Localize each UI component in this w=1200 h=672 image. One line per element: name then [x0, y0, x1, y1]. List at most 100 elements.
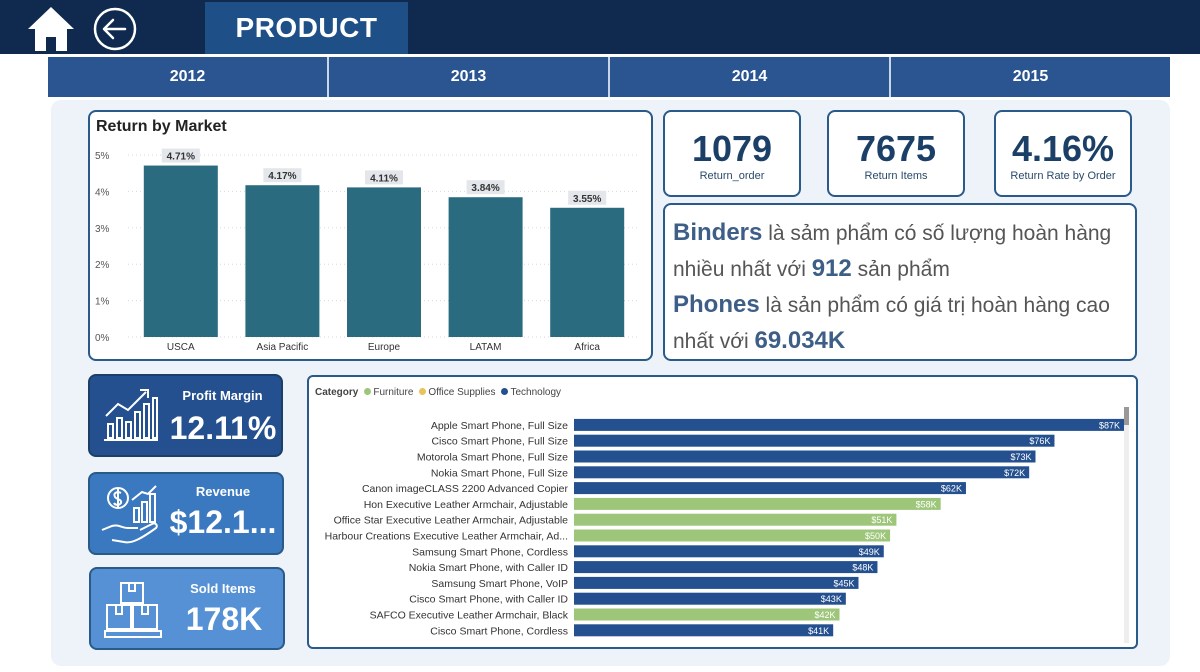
market-bar[interactable]	[245, 185, 320, 337]
bar-value-label: $73K	[1010, 452, 1031, 462]
page-title: PRODUCT	[205, 2, 408, 54]
product-label: Nokia Smart Phone, with Caller ID	[409, 562, 569, 574]
legend-furniture[interactable]: Furniture	[364, 387, 413, 398]
data-label-bg	[365, 170, 403, 185]
return-by-market-chart: 0% 1% 2% 3% 4% 5% 4.71% USCA 4.17% Asia Pacific 4.…	[95, 148, 638, 353]
product-bar[interactable]	[574, 545, 884, 558]
product-bar[interactable]	[574, 434, 1055, 447]
chart-scrollbar[interactable]	[1124, 407, 1129, 643]
product-label: Cisco Smart Phone, Cordless	[430, 625, 568, 637]
y-tick-label: 4%	[95, 187, 110, 198]
chart-scrollbar-thumb[interactable]	[1124, 407, 1129, 425]
y-tick-label: 0%	[95, 333, 110, 344]
x-tick-label: Europe	[368, 342, 401, 353]
product-bar[interactable]	[574, 466, 1030, 479]
kpi-label: Return_order	[699, 170, 765, 182]
back-arrow-icon[interactable]	[93, 7, 137, 51]
y-tick-label: 3%	[95, 224, 110, 235]
product-label: Office Star Executive Leather Armchair, …	[334, 515, 569, 527]
year-2013-button[interactable]: 2013	[329, 57, 610, 97]
data-label: 3.84%	[471, 183, 499, 194]
data-label: 4.11%	[370, 173, 398, 184]
bar-value-label: $49K	[859, 547, 880, 557]
year-slicer: 2012 2013 2014 2015	[48, 57, 1170, 97]
kpi-value: 7675	[855, 128, 937, 169]
data-label-bg	[466, 180, 505, 195]
bar-value-label: $45K	[833, 578, 854, 588]
product-label: Hon Executive Leather Armchair, Adjustab…	[364, 499, 568, 511]
insight-product-2: Phones	[673, 291, 760, 318]
chart-growth-icon	[102, 386, 160, 447]
x-tick-label: USCA	[167, 342, 195, 353]
sold-items-title: Sold Items	[190, 581, 256, 596]
return-rate-kpi: 4.16% Return Rate by Order	[994, 110, 1132, 197]
return-items-kpi: 7675 Return Items	[827, 110, 965, 197]
product-bar[interactable]	[574, 450, 1036, 463]
product-bar[interactable]	[574, 497, 941, 510]
bar-value-label: $42K	[814, 610, 835, 620]
sold-items-card: Sold Items 178K	[89, 567, 285, 650]
product-bar[interactable]	[574, 529, 891, 542]
legend-title: Category	[315, 387, 359, 398]
product-bar[interactable]	[574, 608, 840, 621]
kpi-label: Return Items	[864, 170, 928, 182]
bar-value-label: $41K	[808, 626, 829, 636]
market-bar[interactable]	[347, 187, 421, 337]
x-tick-label: Asia Pacific	[257, 342, 309, 353]
y-tick-label: 1%	[95, 297, 110, 308]
product-returns-chart-card: Category Furniture Office Supplies Techn…	[307, 375, 1138, 649]
product-bar[interactable]	[574, 576, 859, 589]
market-bar[interactable]	[550, 207, 625, 337]
insight-text-1: là sảm phẩm có số lượng hoàn hàng nhiều …	[673, 222, 1112, 281]
product-label: Motorola Smart Phone, Full Size	[417, 452, 568, 464]
data-label: 4.71%	[167, 152, 195, 163]
product-bar[interactable]	[574, 624, 834, 637]
data-label-bg	[568, 190, 607, 205]
data-label: 3.55%	[573, 194, 601, 205]
product-bar[interactable]	[574, 513, 897, 526]
product-label: Nokia Smart Phone, Full Size	[431, 467, 568, 479]
kpi-label: Return Rate by Order	[1010, 170, 1116, 182]
market-bar[interactable]	[448, 197, 523, 337]
profit-margin-title: Profit Margin	[182, 388, 263, 403]
home-icon[interactable]	[26, 5, 76, 53]
legend-technology[interactable]: Technology	[501, 387, 561, 398]
market-bar[interactable]	[143, 165, 218, 337]
chart-legend: Category Furniture Office Supplies Techn…	[315, 387, 561, 398]
insight-tail-1: sản phẩm	[851, 258, 950, 281]
insight-number-2: 69.034K	[754, 327, 846, 354]
bar-value-label: $62K	[941, 484, 962, 494]
kpi-value: 1079	[691, 128, 773, 169]
insight-product-1: Binders	[673, 219, 763, 246]
x-tick-label: LATAM	[470, 342, 502, 353]
year-2014-button[interactable]: 2014	[610, 57, 891, 97]
product-label: Cisco Smart Phone, with Caller ID	[409, 594, 568, 606]
product-bar[interactable]	[574, 418, 1124, 431]
product-label: Samsung Smart Phone, Cordless	[412, 546, 568, 558]
product-returns-chart: Apple Smart Phone, Full Size $87K Cisco Sm…	[325, 418, 1124, 637]
profit-margin-value: 12.11%	[169, 410, 277, 446]
revenue-card: Revenue $12.1...	[88, 472, 284, 555]
y-tick-label: 5%	[95, 151, 110, 162]
year-2015-button[interactable]: 2015	[891, 57, 1170, 97]
data-label: 4.17%	[268, 171, 296, 182]
product-bar[interactable]	[574, 482, 966, 495]
sold-items-value: 178K	[185, 601, 263, 637]
chart-title: Return by Market	[96, 118, 227, 135]
year-2012-button[interactable]: 2012	[48, 57, 329, 97]
bar-value-label: $48K	[852, 563, 873, 573]
revenue-value: $12.1...	[169, 504, 277, 540]
bar-value-label: $51K	[871, 515, 892, 525]
product-bar[interactable]	[574, 561, 878, 574]
bar-value-label: $87K	[1099, 420, 1120, 430]
revenue-title: Revenue	[195, 484, 251, 499]
bar-value-label: $76K	[1029, 436, 1050, 446]
product-label: Apple Smart Phone, Full Size	[431, 420, 568, 432]
product-label: Cisco Smart Phone, Full Size	[431, 436, 568, 448]
x-tick-label: Africa	[574, 342, 600, 353]
data-label-bg	[263, 168, 302, 183]
legend-office-supplies[interactable]: Office Supplies	[419, 387, 495, 398]
profit-margin-card: Profit Margin 12.11%	[88, 374, 283, 457]
product-label: SAFCO Executive Leather Armchair, Black	[370, 610, 569, 622]
product-bar[interactable]	[574, 592, 846, 605]
